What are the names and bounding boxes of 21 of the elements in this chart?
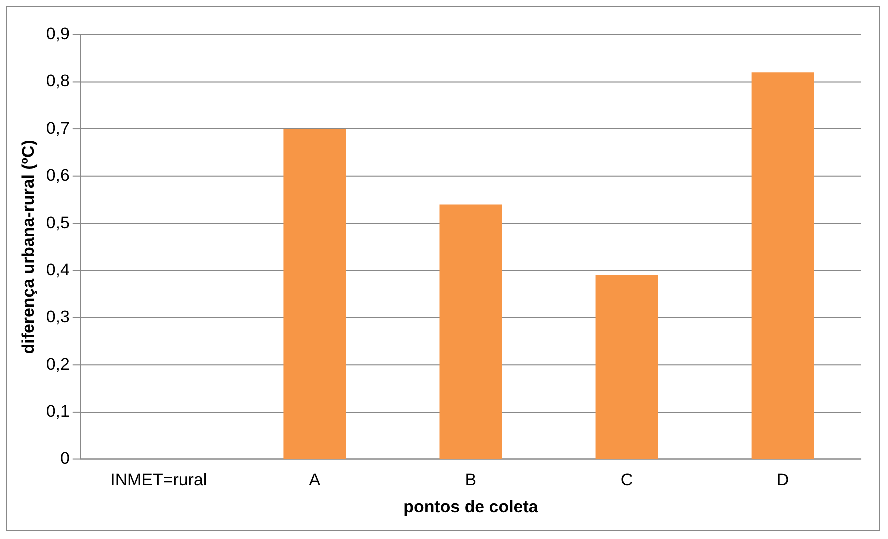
y-axis-title: diferença urbana-rural (ºC) [18,140,38,354]
bar [596,275,658,459]
x-axis-title: pontos de coleta [404,498,539,517]
y-tick-label: 0,9 [46,24,70,44]
y-tick-label: 0,2 [46,354,70,374]
y-tick-label: 0,6 [46,166,70,186]
bar [440,204,502,459]
x-tick-label: C [620,470,634,490]
x-tick-label: D [776,470,790,490]
x-tick-label: B [465,470,477,490]
x-tick-label: A [309,470,322,490]
y-tick-label: 0,4 [46,260,70,280]
y-tick-label: 0,3 [46,308,70,327]
y-tick-label: 0,8 [46,72,70,91]
y-tick-label: 0 [60,449,70,468]
x-tick-label: INMET=rural [110,470,208,490]
y-tick-label: 0,5 [46,213,70,232]
bar [752,72,814,459]
y-tick-label: 0,7 [46,118,70,138]
bar [284,129,346,459]
y-tick-label: 0,1 [46,402,70,421]
